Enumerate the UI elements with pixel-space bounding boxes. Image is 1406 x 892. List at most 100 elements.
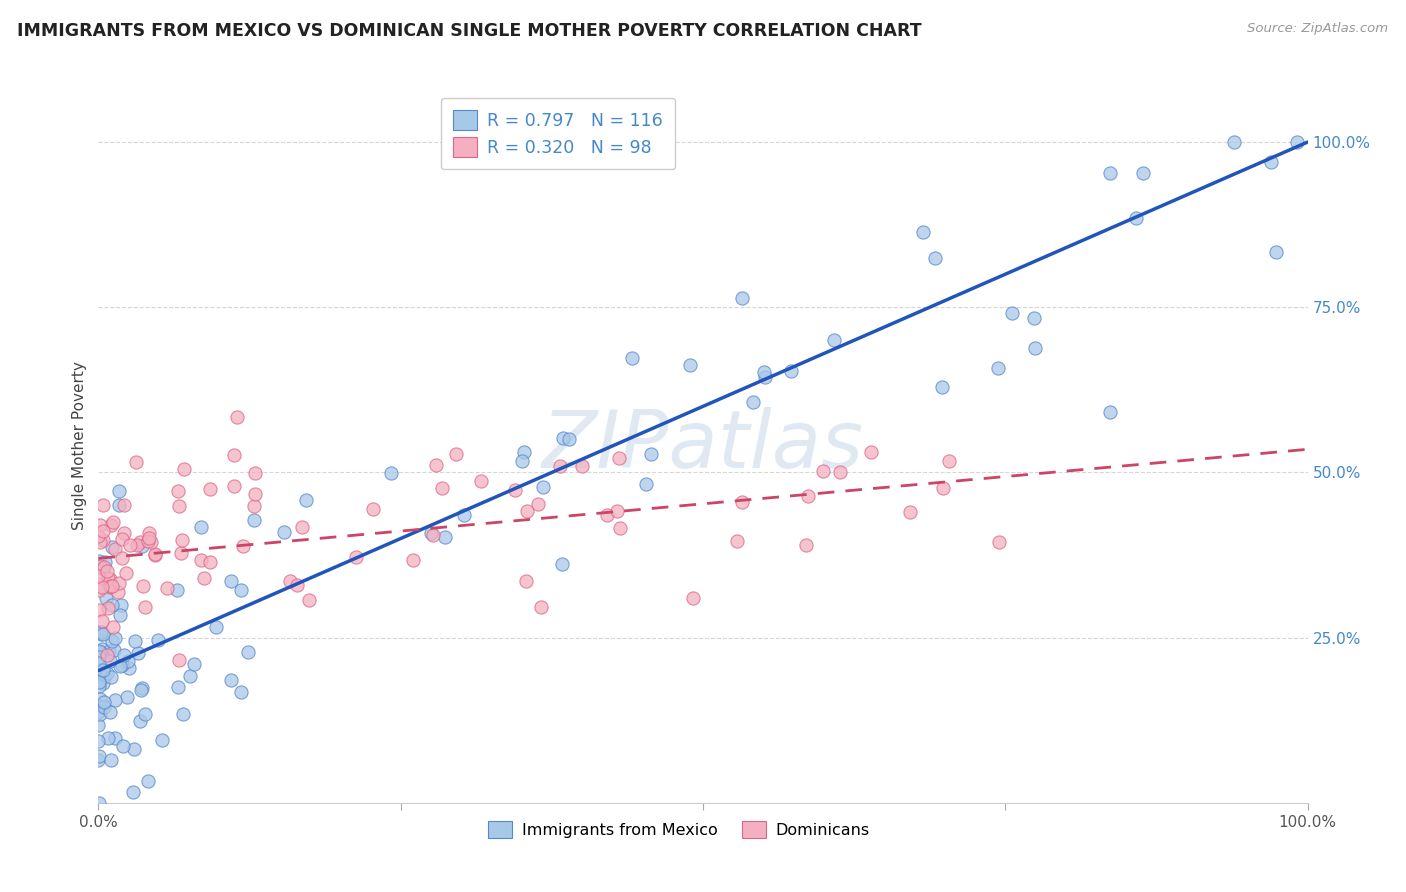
Point xyxy=(89,692,111,706)
Point xyxy=(97,731,120,745)
Point xyxy=(779,364,801,378)
Point xyxy=(1001,306,1024,320)
Point xyxy=(87,749,110,764)
Point xyxy=(516,504,538,518)
Point xyxy=(138,525,160,540)
Point xyxy=(285,577,308,591)
Point xyxy=(115,566,138,580)
Point xyxy=(112,648,135,662)
Point xyxy=(101,516,124,530)
Point xyxy=(606,504,628,518)
Point xyxy=(193,571,215,585)
Point xyxy=(470,474,492,488)
Point xyxy=(91,676,114,690)
Point xyxy=(166,583,188,598)
Point xyxy=(104,541,127,556)
Point xyxy=(110,657,132,672)
Point xyxy=(87,657,110,671)
Point xyxy=(238,645,260,659)
Point xyxy=(91,533,114,548)
Point xyxy=(434,531,457,545)
Point xyxy=(205,620,228,634)
Point xyxy=(170,546,193,560)
Point xyxy=(100,517,122,532)
Point xyxy=(796,489,818,503)
Point xyxy=(131,681,153,695)
Point xyxy=(553,431,575,445)
Point xyxy=(1099,405,1122,419)
Point xyxy=(363,501,385,516)
Text: Source: ZipAtlas.com: Source: ZipAtlas.com xyxy=(1247,22,1388,36)
Point xyxy=(167,500,190,514)
Point xyxy=(987,360,1010,375)
Point xyxy=(98,705,121,719)
Point xyxy=(1125,211,1147,226)
Point xyxy=(101,579,124,593)
Point xyxy=(432,482,454,496)
Point xyxy=(108,484,131,499)
Point xyxy=(111,532,134,546)
Point xyxy=(190,552,212,566)
Point xyxy=(231,582,253,597)
Point xyxy=(112,525,135,540)
Point xyxy=(425,458,447,473)
Point xyxy=(682,591,704,606)
Point xyxy=(1265,244,1288,259)
Point xyxy=(243,499,266,513)
Point xyxy=(380,466,402,480)
Point xyxy=(912,225,935,239)
Point xyxy=(101,540,124,554)
Point xyxy=(170,533,193,547)
Point xyxy=(93,670,115,684)
Point xyxy=(115,690,138,705)
Point xyxy=(420,525,443,540)
Point xyxy=(731,495,754,509)
Point xyxy=(97,601,120,615)
Point xyxy=(811,464,834,478)
Point xyxy=(96,591,118,605)
Point xyxy=(444,447,467,461)
Point xyxy=(1223,135,1246,149)
Point xyxy=(1098,166,1121,180)
Point xyxy=(607,451,630,466)
Point xyxy=(548,459,571,474)
Point xyxy=(87,603,110,617)
Point xyxy=(87,717,110,731)
Point xyxy=(100,753,122,767)
Point xyxy=(98,579,121,593)
Point xyxy=(93,559,115,574)
Point xyxy=(531,480,554,494)
Point xyxy=(898,505,921,519)
Point xyxy=(513,445,536,459)
Point xyxy=(89,535,111,549)
Point xyxy=(156,581,179,595)
Point xyxy=(402,552,425,566)
Point xyxy=(280,574,302,588)
Point xyxy=(1024,310,1046,325)
Point xyxy=(111,550,134,565)
Point xyxy=(136,533,159,548)
Point xyxy=(87,679,110,693)
Point xyxy=(571,458,593,473)
Point xyxy=(136,773,159,788)
Point xyxy=(107,576,129,591)
Point xyxy=(143,547,166,561)
Point xyxy=(98,643,121,657)
Point xyxy=(98,654,121,668)
Point xyxy=(725,534,748,549)
Point xyxy=(221,574,243,589)
Point xyxy=(141,535,163,549)
Point xyxy=(515,574,537,588)
Point xyxy=(117,654,139,668)
Point xyxy=(91,663,114,677)
Point xyxy=(87,554,110,568)
Point xyxy=(527,497,550,511)
Point xyxy=(143,548,166,562)
Point xyxy=(89,706,111,721)
Point xyxy=(131,683,153,698)
Point xyxy=(198,555,221,569)
Point xyxy=(988,534,1011,549)
Point xyxy=(108,498,131,512)
Point xyxy=(931,380,953,394)
Point xyxy=(87,705,110,719)
